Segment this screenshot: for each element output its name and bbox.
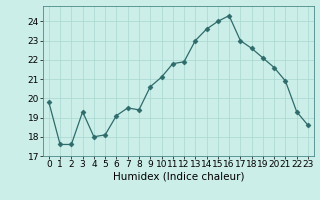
X-axis label: Humidex (Indice chaleur): Humidex (Indice chaleur) — [113, 172, 244, 182]
